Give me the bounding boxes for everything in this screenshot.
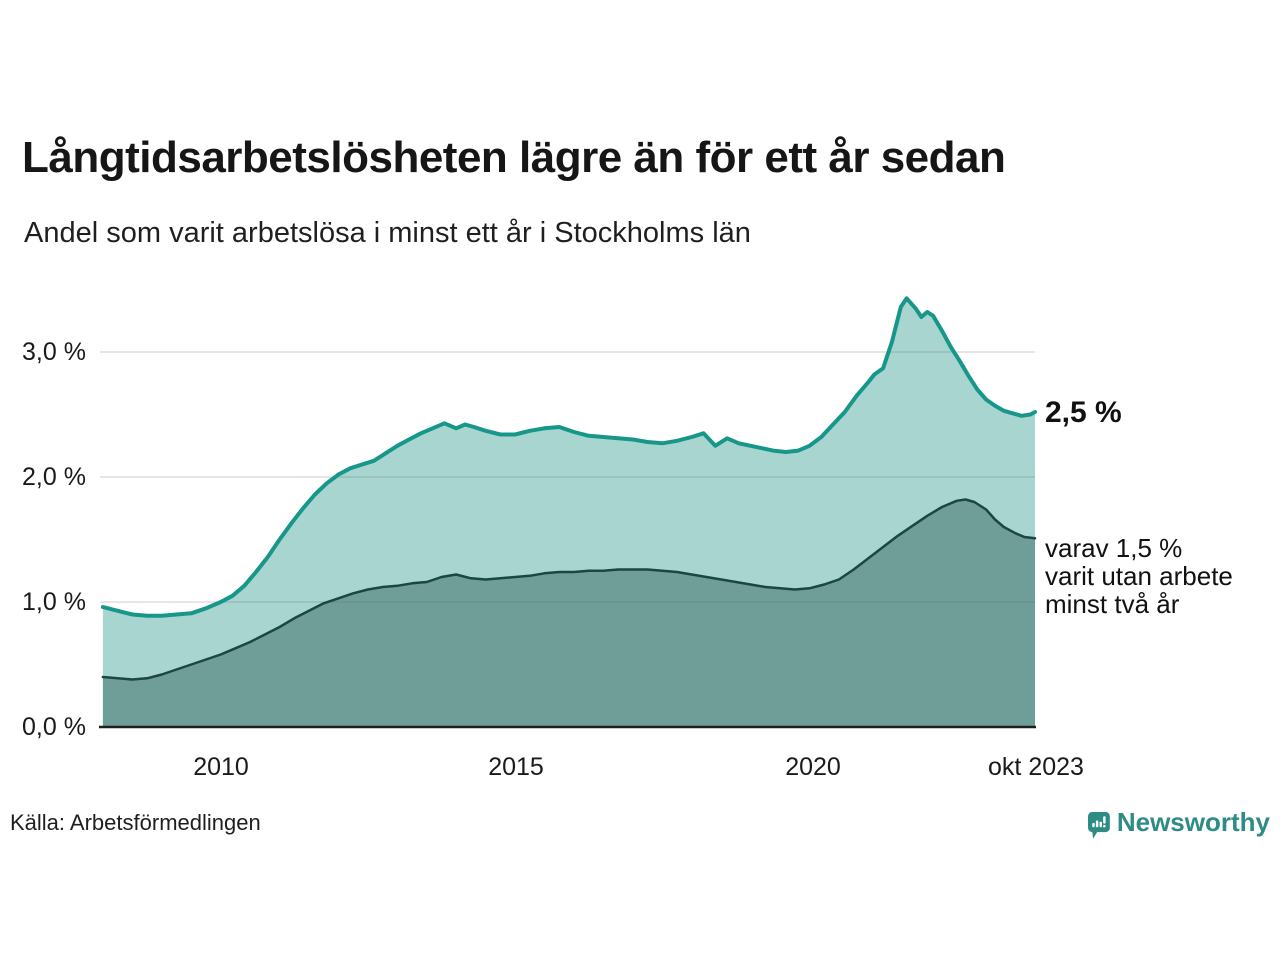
annotation-subset-line-3: minst två år (1045, 589, 1180, 619)
x-tick-label-2010: 2010 (193, 753, 249, 781)
annotation-total-value: 2,5 % (1045, 396, 1122, 429)
x-tick-label-2015: 2015 (488, 753, 544, 781)
newsworthy-logo-text: Newsworthy (1116, 807, 1270, 837)
newsworthy-logo-icon (1088, 812, 1110, 839)
page-title: Långtidsarbetslösheten lägre än för ett … (22, 133, 1006, 182)
page-subtitle: Andel som varit arbetslösa i minst ett å… (24, 217, 751, 249)
annotation-subset-line-2: varit utan arbete (1045, 561, 1233, 591)
newsworthy-logo: Newsworthy (1088, 803, 1270, 849)
y-tick-label-0: 0,0 % (22, 713, 86, 741)
y-tick-label-3: 3,0 % (22, 338, 86, 366)
x-tick-label-2020: 2020 (785, 753, 841, 781)
y-tick-label-2: 2,0 % (22, 463, 86, 491)
x-tick-label-okt-2023: okt 2023 (988, 753, 1084, 781)
annotation-subset-value: varav 1,5 % varit utan arbete minst två … (1045, 534, 1275, 618)
annotation-subset-line-1: varav 1,5 % (1045, 533, 1183, 563)
source-note: Källa: Arbetsförmedlingen (10, 810, 261, 835)
y-tick-label-1: 1,0 % (22, 588, 86, 616)
